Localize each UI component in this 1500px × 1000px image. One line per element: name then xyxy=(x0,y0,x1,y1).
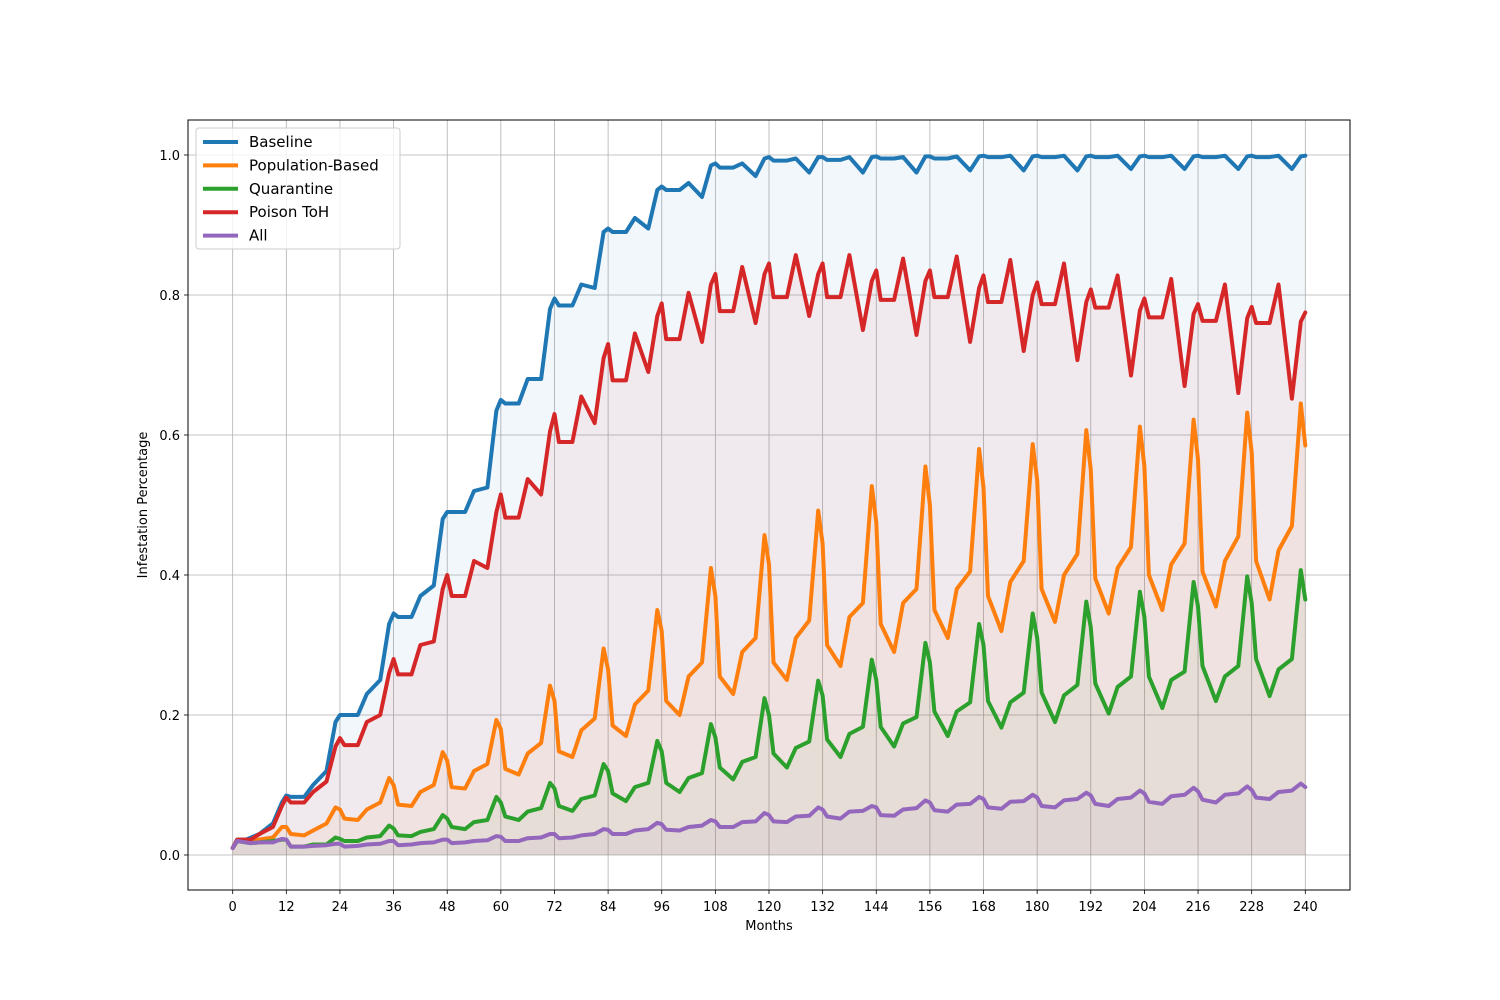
x-tick-label: 132 xyxy=(810,900,835,915)
legend-item-all: All xyxy=(203,227,268,245)
x-axis-label: Months xyxy=(745,919,793,934)
x-tick-label: 96 xyxy=(653,900,670,915)
x-tick-label: 144 xyxy=(864,900,889,915)
legend-item-population-based: Population-Based xyxy=(203,156,379,174)
x-tick-label: 120 xyxy=(757,900,782,915)
legend-item-poison-toh: Poison ToH xyxy=(203,203,329,221)
y-axis-ticks: 0.0 0.2 0.4 0.6 0.8 1.0 xyxy=(159,149,188,864)
y-axis-label: Infestation Percentage xyxy=(136,432,151,579)
x-tick-label: 36 xyxy=(385,900,402,915)
legend-label: Population-Based xyxy=(249,156,379,174)
legend-label: All xyxy=(249,227,268,245)
series-line-quarantine xyxy=(230,568,1308,850)
x-tick-label: 108 xyxy=(703,900,728,915)
x-tick-label: 156 xyxy=(917,900,942,915)
area-baseline xyxy=(232,155,1306,855)
series-line-population-based xyxy=(230,401,1308,850)
x-tick-label: 60 xyxy=(493,900,510,915)
y-tick-label: 0.8 xyxy=(159,289,180,304)
x-tick-label: 0 xyxy=(229,900,237,915)
x-tick-label: 24 xyxy=(332,900,349,915)
legend-item-quarantine: Quarantine xyxy=(203,180,333,198)
y-tick-label: 0.2 xyxy=(159,709,180,724)
legend-label: Poison ToH xyxy=(249,203,329,221)
y-tick-label: 0.0 xyxy=(159,849,180,864)
x-tick-label: 240 xyxy=(1293,900,1318,915)
x-tick-label: 216 xyxy=(1186,900,1211,915)
legend-item-baseline: Baseline xyxy=(203,133,313,151)
legend-box xyxy=(195,127,401,250)
x-tick-label: 204 xyxy=(1132,900,1157,915)
x-tick-label: 192 xyxy=(1078,900,1103,915)
series-lines xyxy=(230,153,1308,850)
x-tick-label: 168 xyxy=(971,900,996,915)
x-tick-label: 12 xyxy=(278,900,295,915)
series-line-baseline xyxy=(230,153,1308,850)
x-tick-label: 72 xyxy=(546,900,563,915)
legend-label: Quarantine xyxy=(249,180,333,198)
series-line-all xyxy=(230,781,1308,850)
x-tick-label: 48 xyxy=(439,900,456,915)
series-line-poison-toh xyxy=(230,253,1308,850)
x-axis-ticks: 0 12 24 36 48 60 72 84 96 108 120 132 144 156 168 180 19… xyxy=(229,890,1318,915)
y-tick-label: 1.0 xyxy=(159,149,180,164)
x-tick-label: 180 xyxy=(1025,900,1050,915)
x-tick-label: 84 xyxy=(600,900,617,915)
y-tick-label: 0.6 xyxy=(159,429,180,444)
x-tick-label: 228 xyxy=(1239,900,1264,915)
y-tick-label: 0.4 xyxy=(159,569,180,584)
legend: Baseline Population-Based Quarantine Poison… xyxy=(195,127,401,250)
legend-label: Baseline xyxy=(249,133,313,151)
